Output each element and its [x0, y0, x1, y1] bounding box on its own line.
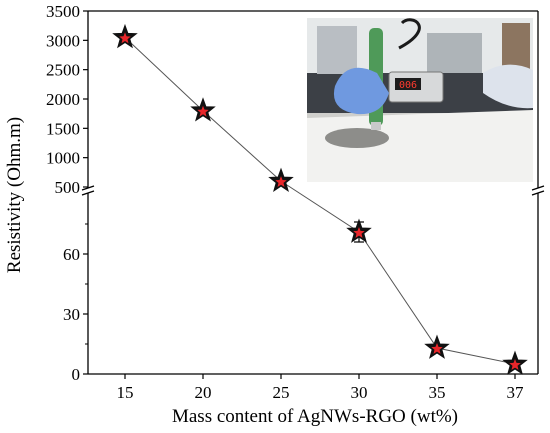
data-point-fill	[275, 176, 287, 187]
inset-meter-display	[395, 78, 421, 90]
inset-equipment-right	[427, 33, 482, 73]
y-tick-label: 2500	[46, 61, 80, 80]
y-tick-label: 1000	[46, 149, 80, 168]
inset-equipment-left	[317, 26, 357, 74]
inset-probe-tip	[371, 122, 381, 130]
data-layer	[112, 23, 528, 375]
y-tick-label: 500	[55, 178, 81, 197]
data-point-fill	[119, 32, 131, 44]
x-axis-label: Mass content of AgNWs-RGO (wt%)	[172, 406, 458, 427]
inset-cable	[398, 18, 421, 50]
x-tick-label: 15	[117, 383, 134, 402]
inset-photo: 006	[307, 18, 533, 182]
y-axis-label: Resistivity (Ohm.m)	[4, 117, 25, 273]
inset-film-sample	[325, 128, 389, 148]
data-point-fill	[353, 227, 365, 238]
data-point-fill	[509, 359, 521, 370]
axis-break-mark-left-lower	[81, 190, 95, 196]
x-tick-label: 20	[195, 383, 212, 402]
y-tick-label: 3500	[46, 2, 80, 21]
y-tick-label: 2000	[46, 90, 80, 109]
axis-break-mark-right-lower	[531, 190, 545, 196]
axes: 500 1000 1500 2000 2500 3000 3500 0 30 60 15 20 25 30…	[46, 2, 524, 402]
y-tick-label: 30	[63, 305, 80, 324]
y-tick-label: 1500	[46, 119, 80, 138]
series-line	[124, 37, 516, 365]
axis-break-mark-left-upper	[81, 185, 95, 191]
x-tick-label: 37	[507, 383, 525, 402]
y-tick-label: 3000	[46, 31, 80, 50]
x-tick-label: 35	[429, 383, 446, 402]
inset-cloth	[483, 64, 533, 109]
x-tick-label: 25	[273, 383, 290, 402]
inset-paper	[307, 110, 533, 182]
x-tick-label: 30	[351, 383, 368, 402]
data-point-fill	[431, 343, 443, 354]
inset-meter-reading: 006	[399, 80, 417, 91]
axis-break-mark-right-upper	[531, 185, 545, 191]
y-tick-label: 60	[63, 245, 80, 264]
data-point-fill	[197, 105, 209, 117]
plot-frame	[81, 10, 545, 375]
inset-gloved-hand	[333, 67, 389, 115]
y-tick-label: 0	[72, 365, 81, 384]
